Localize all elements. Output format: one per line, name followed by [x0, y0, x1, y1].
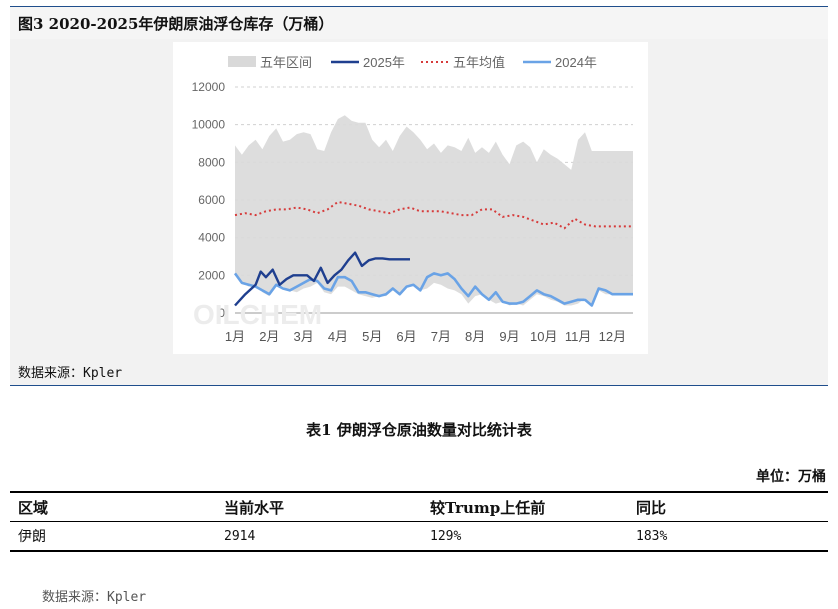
y-tick-label: 12000 — [192, 80, 226, 94]
legend-swatch-range — [228, 56, 256, 67]
comparison-table: 区域 当前水平 较Trump上任前 同比 伊朗 2914 129% 183% — [10, 491, 828, 552]
cell-yoy: 183% — [636, 528, 668, 544]
x-tick-label: 6月 — [396, 329, 416, 344]
chart-container: 0 2000 4000 6000 8000 10000 12000 OILCHEM 1月 2月 3月… — [173, 42, 648, 354]
table-title: 表1 伊朗浮仓原油数量对比统计表 — [306, 421, 532, 439]
legend-label: 2024年 — [555, 55, 597, 70]
x-tick-label: 10月 — [530, 329, 557, 344]
legend-label: 2025年 — [363, 55, 405, 70]
table-unit: 单位：万桶 — [756, 469, 826, 485]
table-row: 伊朗 2914 129% 183% — [10, 522, 828, 551]
header-vs-before-trump: 较Trump上任前 — [430, 498, 546, 517]
header-yoy: 同比 — [636, 498, 667, 517]
y-tick-label: 6000 — [198, 193, 225, 207]
y-tick-label: 0 — [218, 306, 225, 320]
x-tick-label: 3月 — [294, 329, 314, 344]
figure-title: 图3 2020-2025年伊朗原油浮仓库存（万桶） — [18, 15, 334, 33]
x-tick-label: 1月 — [225, 329, 245, 344]
y-tick-label: 10000 — [192, 118, 226, 132]
table-header-row: 区域 当前水平 较Trump上任前 同比 — [10, 492, 828, 522]
series-2025-line — [234, 251, 410, 307]
y-tick-label: 4000 — [198, 231, 225, 245]
table-source: 数据来源：Kpler — [42, 590, 147, 605]
header-current-level: 当前水平 — [224, 498, 285, 517]
cell-region: 伊朗 — [18, 529, 46, 545]
y-tick-label: 8000 — [198, 155, 225, 169]
figure-header: 图3 2020-2025年伊朗原油浮仓库存（万桶） — [10, 6, 828, 40]
watermark-text: OILCHEM — [193, 299, 322, 330]
figure-source: 数据来源：Kpler — [18, 366, 123, 381]
cell-vs-before-trump: 129% — [430, 528, 462, 544]
x-tick-label: 2月 — [259, 329, 279, 344]
x-tick-label: 8月 — [465, 329, 485, 344]
x-tick-label: 11月 — [565, 329, 592, 344]
legend-label: 五年均值 — [453, 55, 505, 70]
x-tick-label: 12月 — [599, 329, 626, 344]
x-tick-label: 7月 — [431, 329, 451, 344]
header-region: 区域 — [18, 498, 49, 517]
legend-label: 五年区间 — [260, 55, 312, 70]
x-tick-label: 4月 — [328, 329, 348, 344]
y-tick-label: 2000 — [198, 268, 225, 282]
x-tick-label: 5月 — [362, 329, 382, 344]
series-five-year-range-area — [235, 115, 633, 306]
cell-current-level: 2914 — [224, 528, 256, 544]
series-2024-line — [233, 272, 633, 307]
x-tick-label: 9月 — [499, 329, 519, 344]
